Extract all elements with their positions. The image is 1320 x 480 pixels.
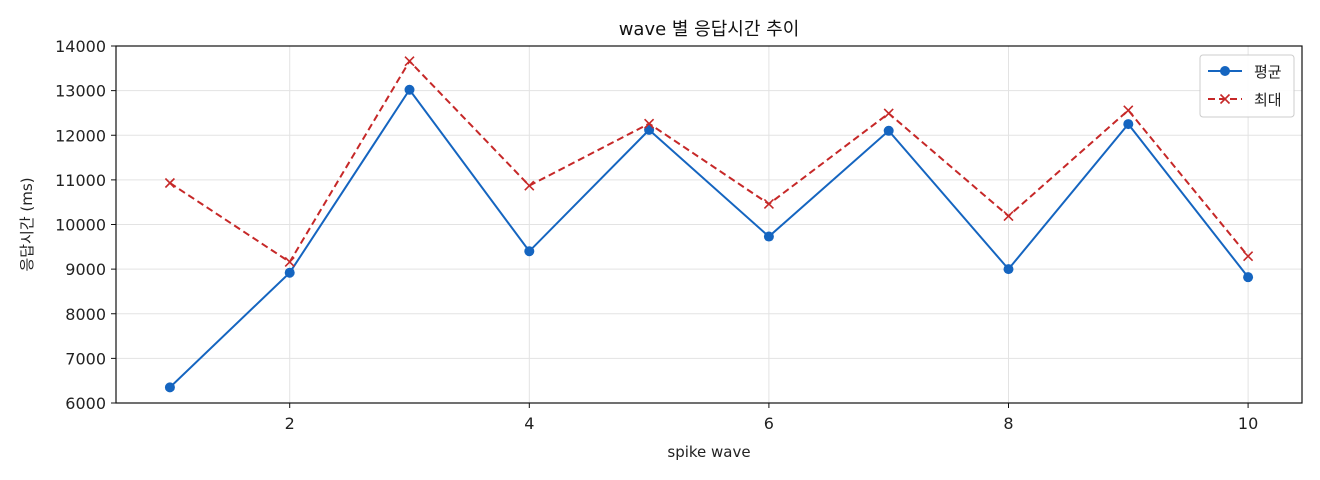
series-2-point — [1243, 251, 1254, 262]
y-tick-label: 8000 — [65, 305, 106, 324]
y-tick-label: 6000 — [65, 394, 106, 413]
series-1-point — [1243, 272, 1254, 283]
legend-marker-2 — [1219, 93, 1231, 105]
y-tick-label: 11000 — [55, 171, 106, 190]
series-line-1 — [169, 87, 1249, 389]
series-2-point — [1003, 210, 1014, 222]
y-tick-label: 14000 — [55, 37, 106, 56]
x-marker-stroke — [883, 108, 894, 119]
axes: 2 4 6 8 10 6000 7000 8000 9000 10000 11000 12000 130… — [55, 37, 1258, 433]
series-2-point — [644, 118, 655, 129]
x-tick-label: 6 — [764, 414, 774, 433]
series-layer — [164, 56, 1254, 393]
series-2-point — [763, 198, 774, 210]
x-marker-stroke — [284, 256, 295, 268]
series-1-point — [1003, 264, 1014, 275]
series-2-point — [1123, 105, 1134, 116]
y-tick-label: 12000 — [55, 126, 106, 145]
series-1-point — [644, 124, 655, 135]
x-marker-stroke — [644, 118, 655, 129]
legend-label-1: 평균 — [1254, 63, 1282, 81]
series-2-point — [164, 177, 175, 189]
series-1-point — [164, 382, 175, 393]
series-2-point — [883, 108, 894, 119]
series-1-point — [763, 231, 774, 242]
x-marker-stroke — [524, 180, 535, 191]
y-axis-label: 응답시간 (ms) — [18, 177, 36, 271]
series-1-point — [404, 84, 415, 95]
x-marker-stroke — [1243, 251, 1254, 262]
series-1-point — [883, 125, 894, 136]
series-2-point — [284, 256, 295, 268]
x-marker-stroke — [164, 177, 175, 189]
x-tick-label: 2 — [285, 414, 295, 433]
x-axis-label: spike wave — [667, 443, 750, 461]
y-tick-label: 9000 — [65, 260, 106, 279]
x-marker-stroke — [1123, 105, 1134, 116]
y-tick-label: 13000 — [55, 82, 106, 101]
legend-label-2: 최대 — [1254, 91, 1282, 109]
series-1-point — [1123, 119, 1134, 130]
x-marker-stroke — [1219, 93, 1231, 105]
legend-marker-1 — [1220, 66, 1230, 76]
x-tick-label: 4 — [524, 414, 534, 433]
x-marker-stroke — [1003, 210, 1014, 222]
series-1-point — [284, 267, 295, 278]
series-1-point — [524, 246, 535, 257]
chart-title: wave 별 응답시간 추이 — [619, 19, 800, 40]
x-tick-label: 10 — [1238, 414, 1258, 433]
x-marker-stroke — [763, 198, 774, 210]
x-tick-label: 8 — [1003, 414, 1013, 433]
y-tick-label: 7000 — [65, 349, 106, 368]
x-marker-stroke — [404, 56, 415, 67]
y-tick-label: 10000 — [55, 216, 106, 235]
series-2-point — [404, 56, 415, 67]
series-2-point — [524, 180, 535, 191]
